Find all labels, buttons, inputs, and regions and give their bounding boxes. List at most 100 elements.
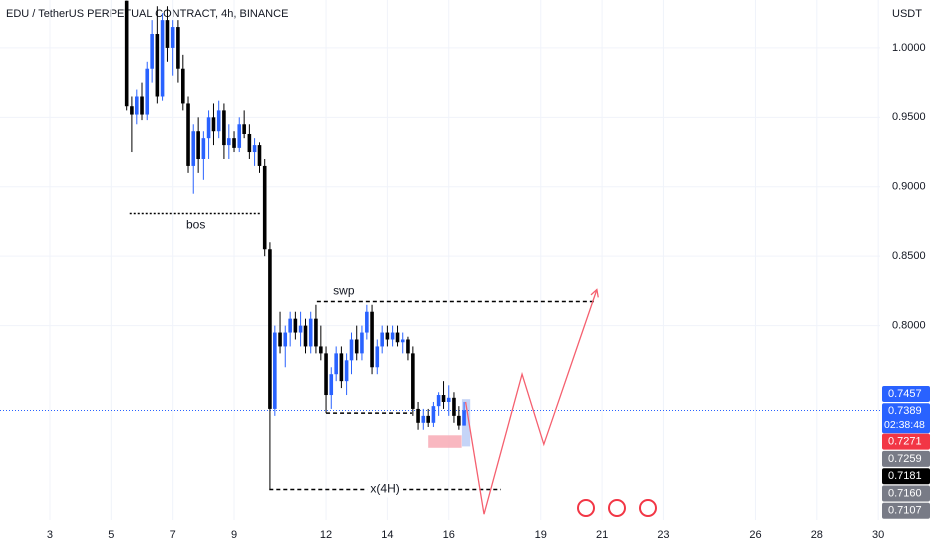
price-label: 0.7160: [888, 487, 922, 499]
candle-body: [247, 133, 252, 153]
y-tick-label: 0.9500: [892, 111, 926, 123]
price-label-bg: [882, 468, 930, 485]
candle-body: [288, 318, 292, 333]
zone: [428, 435, 462, 448]
price-label-bg: [882, 386, 930, 402]
candle-body: [140, 96, 144, 115]
candle-body: [211, 117, 216, 132]
candle-body: [165, 20, 170, 48]
candle-body: [324, 353, 328, 396]
candle-body: [155, 34, 160, 97]
candle-body: [181, 68, 185, 104]
event-icons: [577, 499, 657, 517]
candle-body: [124, 0, 129, 107]
candle-body: [303, 325, 308, 347]
candle-body: [446, 397, 451, 402]
x-tick-label: 30: [872, 529, 884, 541]
candle-body: [411, 353, 415, 409]
event-icon[interactable]: [608, 499, 626, 517]
candle-body: [416, 408, 420, 423]
candle-body: [426, 415, 430, 423]
event-icon[interactable]: [639, 499, 657, 517]
price-label-bg: [882, 403, 930, 434]
candle-body: [441, 395, 446, 402]
y-tick-label: 0.9000: [892, 181, 926, 193]
x-tick-label: 14: [381, 529, 393, 541]
candle-body: [452, 397, 456, 416]
candle-body: [283, 332, 288, 347]
x-tick-label: 5: [108, 529, 114, 541]
x-tick-label: 19: [535, 529, 547, 541]
candle-body: [278, 332, 282, 347]
x-tick-label: 28: [811, 529, 823, 541]
x-tick-label: 7: [170, 529, 176, 541]
level-label: bos: [186, 218, 205, 232]
candle-body: [375, 346, 380, 368]
projection-arrowhead: [590, 288, 599, 298]
candle-body: [257, 145, 262, 166]
candle-body: [242, 124, 246, 134]
axis-label: USDT: [892, 8, 922, 20]
candle-body: [360, 332, 364, 354]
candle-body: [252, 145, 257, 153]
label-bg: [367, 481, 404, 498]
candle-body: [385, 332, 390, 340]
candle-body: [319, 346, 323, 354]
candle-body: [201, 138, 206, 159]
candle-body: [262, 165, 267, 250]
candle-body: [160, 20, 165, 97]
x-tick-label: 12: [320, 529, 332, 541]
y-tick-label: 0.8000: [892, 320, 926, 332]
candle-body: [344, 360, 349, 382]
candle-body: [421, 415, 426, 423]
candle-body: [334, 353, 338, 375]
price-label: 0.7107: [888, 505, 922, 517]
price-label: 0.7181: [888, 470, 922, 482]
projection-path: [464, 289, 598, 515]
candle-body: [196, 131, 200, 159]
candle-body: [237, 124, 242, 148]
y-tick-label: 0.8500: [892, 250, 926, 262]
candle-body: [191, 131, 196, 166]
candle-body: [206, 117, 211, 139]
price-label: 0.7389: [888, 405, 922, 417]
candle-body: [390, 332, 395, 340]
candle-body: [314, 318, 318, 347]
candle-body: [227, 138, 231, 146]
chart-title: EDU / TetherUS PERPETUAL CONTRACT, 4h, B…: [6, 8, 288, 20]
zone: [461, 399, 471, 447]
candle-body: [308, 318, 313, 347]
price-label: 0.7271: [888, 436, 922, 448]
candle-body: [329, 374, 334, 396]
candle-body: [365, 311, 369, 333]
candle-body: [436, 395, 441, 407]
candle-body: [293, 318, 298, 333]
event-icon[interactable]: [577, 499, 595, 517]
candle-body: [232, 138, 236, 148]
price-label-bg: [882, 485, 930, 502]
x-tick-label: 9: [231, 529, 237, 541]
candle-body: [186, 103, 190, 166]
x-tick-label: 21: [596, 529, 608, 541]
candle-body: [170, 27, 175, 48]
price-label-bg: [882, 433, 930, 450]
candle-body: [298, 325, 303, 333]
candle-body: [406, 339, 410, 354]
candle-body: [135, 96, 139, 115]
candle-body: [400, 339, 405, 343]
y-tick-label: 1.0000: [892, 42, 926, 54]
price-label-bg: [882, 450, 930, 467]
candle-body: [145, 68, 150, 115]
price-label: 0.7259: [888, 453, 922, 465]
candle-body: [216, 110, 221, 132]
x-tick-label: 26: [749, 529, 761, 541]
candle-body: [130, 106, 134, 115]
level-label: x(4H): [370, 482, 399, 496]
price-label-bg: [882, 502, 930, 519]
level-label: swp: [333, 284, 355, 298]
candle-body: [273, 332, 277, 409]
x-tick-label: 3: [47, 529, 53, 541]
candle-body: [150, 34, 154, 69]
